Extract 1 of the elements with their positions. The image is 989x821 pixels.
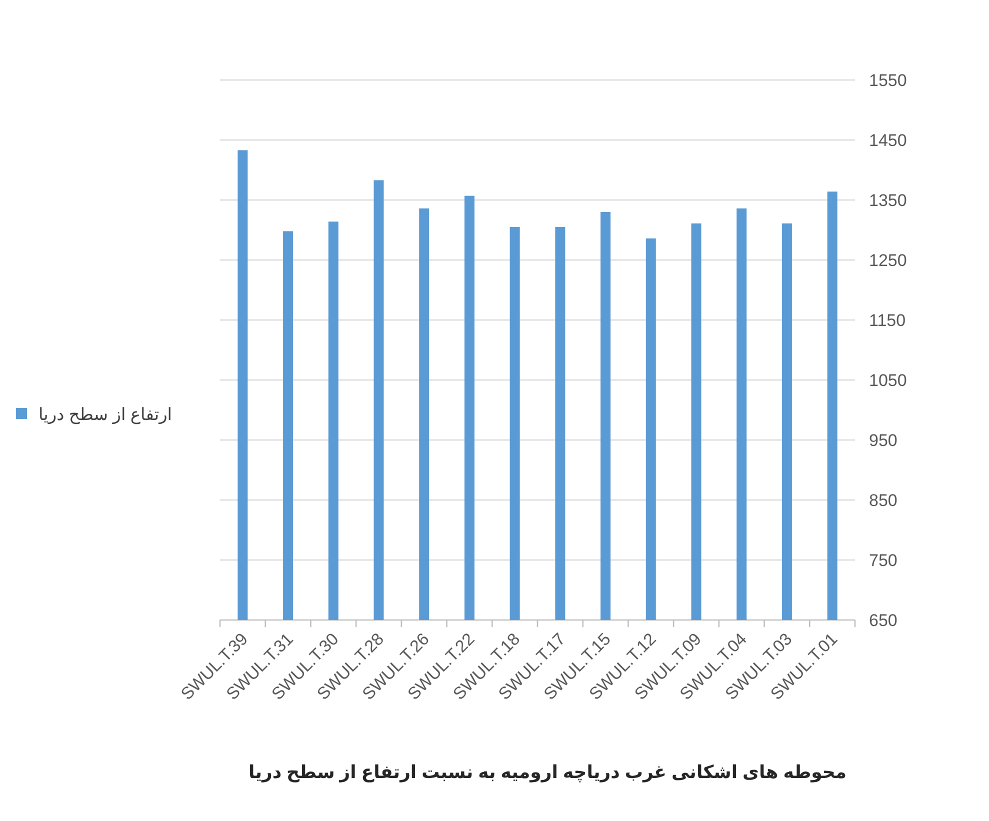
xlabel: محوطه های اشکانی غرب دریاچه ارومیه به نسبت ارتفاع از سطح دریا <box>248 762 847 782</box>
